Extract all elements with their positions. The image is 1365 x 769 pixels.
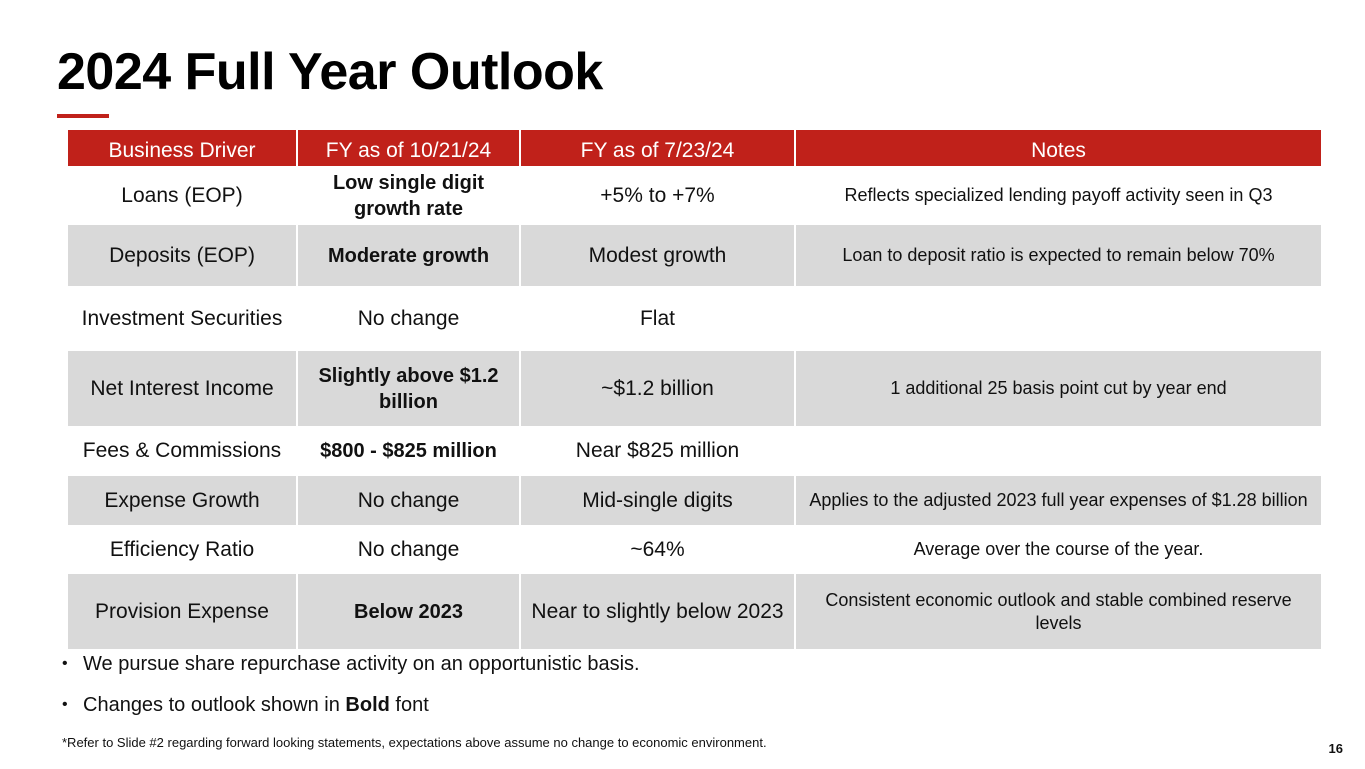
cell-driver: Investment Securities — [68, 286, 298, 351]
bullet-text: We pursue share repurchase activity on a… — [83, 653, 640, 675]
title-underline-accent — [57, 114, 109, 118]
cell-prior-outlook: +5% to +7% — [520, 166, 796, 225]
cell-driver: Expense Growth — [68, 476, 298, 525]
bullet-list: We pursue share repurchase activity on a… — [62, 651, 640, 733]
cell-prior-outlook: Near to slightly below 2023 — [520, 574, 796, 649]
bullet-repurchase: We pursue share repurchase activity on a… — [62, 651, 640, 692]
bullet-bold-word: Bold — [345, 694, 390, 716]
cell-driver: Net Interest Income — [68, 351, 298, 426]
bullet-text-suffix: font — [389, 694, 429, 716]
bullet-text-prefix: Changes to outlook shown in — [83, 694, 346, 716]
outlook-table: Business Driver FY as of 10/21/24 FY as … — [68, 130, 1321, 649]
table-header-row: Business Driver FY as of 10/21/24 FY as … — [68, 130, 1321, 166]
cell-prior-outlook: Mid-single digits — [520, 476, 796, 525]
footnote: *Refer to Slide #2 regarding forward loo… — [62, 735, 767, 750]
page-number: 16 — [1328, 741, 1343, 756]
cell-driver: Efficiency Ratio — [68, 525, 298, 574]
table-row: Loans (EOP) Low single digit growth rate… — [68, 166, 1321, 225]
table-row: Provision Expense Below 2023 Near to sli… — [68, 574, 1321, 649]
cell-current-outlook: Below 2023 — [297, 574, 521, 649]
table-row: Expense Growth No change Mid-single digi… — [68, 476, 1321, 525]
header-business-driver: Business Driver — [68, 130, 298, 166]
table-row: Efficiency Ratio No change ~64% Average … — [68, 525, 1321, 574]
cell-current-outlook: No change — [297, 525, 521, 574]
bullet-bold-legend: Changes to outlook shown in Bold font — [62, 692, 640, 733]
cell-current-outlook: Moderate growth — [297, 225, 521, 286]
cell-driver: Deposits (EOP) — [68, 225, 298, 286]
cell-prior-outlook: Modest growth — [520, 225, 796, 286]
cell-prior-outlook: ~64% — [520, 525, 796, 574]
cell-notes: Loan to deposit ratio is expected to rem… — [795, 225, 1321, 286]
table-row: Investment Securities No change Flat — [68, 286, 1321, 351]
cell-driver: Fees & Commissions — [68, 426, 298, 476]
cell-notes — [795, 426, 1321, 476]
cell-current-outlook: Low single digit growth rate — [297, 166, 521, 225]
cell-driver: Provision Expense — [68, 574, 298, 649]
cell-current-outlook: Slightly above $1.2 billion — [297, 351, 521, 426]
cell-notes: Applies to the adjusted 2023 full year e… — [795, 476, 1321, 525]
cell-current-outlook: No change — [297, 286, 521, 351]
cell-notes: 1 additional 25 basis point cut by year … — [795, 351, 1321, 426]
cell-prior-outlook: Flat — [520, 286, 796, 351]
cell-notes — [795, 286, 1321, 351]
cell-notes: Consistent economic outlook and stable c… — [795, 574, 1321, 649]
cell-notes: Reflects specialized lending payoff acti… — [844, 185, 1273, 205]
slide-title: 2024 Full Year Outlook — [57, 43, 603, 101]
header-fy-prior: FY as of 7/23/24 — [520, 130, 796, 166]
table-row: Net Interest Income Slightly above $1.2 … — [68, 351, 1321, 426]
cell-prior-outlook: ~$1.2 billion — [520, 351, 796, 426]
header-fy-current: FY as of 10/21/24 — [297, 130, 521, 166]
cell-current-outlook: No change — [297, 476, 521, 525]
table-row: Fees & Commissions $800 - $825 million N… — [68, 426, 1321, 476]
table-row: Deposits (EOP) Moderate growth Modest gr… — [68, 225, 1321, 286]
cell-prior-outlook: Near $825 million — [520, 426, 796, 476]
cell-current-outlook: $800 - $825 million — [297, 426, 521, 476]
cell-driver: Loans (EOP) — [68, 166, 298, 225]
cell-notes: Average over the course of the year. — [913, 539, 1204, 559]
header-notes: Notes — [795, 130, 1321, 166]
